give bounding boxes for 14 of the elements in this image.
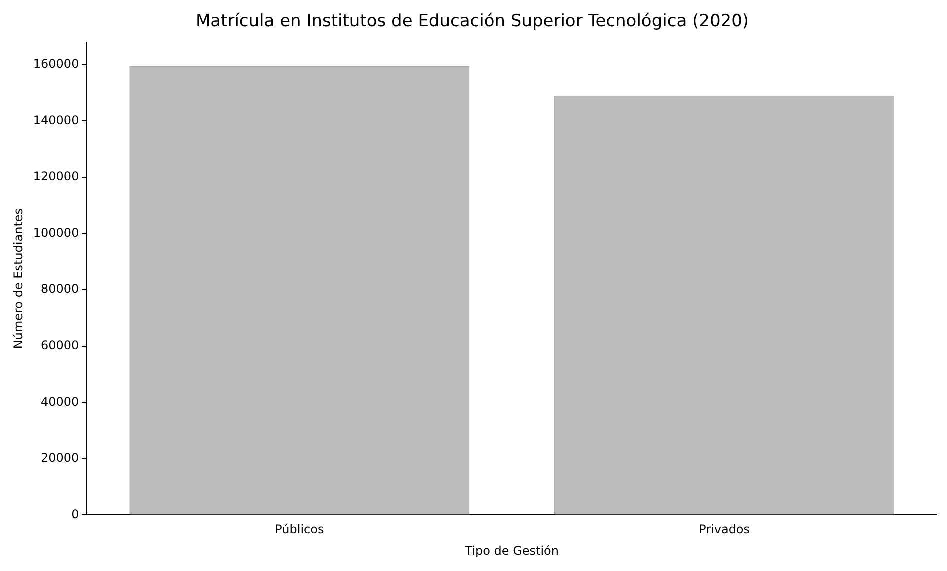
y-tick-label: 20000: [41, 451, 80, 466]
y-tick-label: 140000: [33, 113, 80, 128]
y-axis-title: Número de Estudiantes: [11, 208, 26, 350]
x-axis-title: Tipo de Gestión: [464, 544, 560, 558]
y-tick-label: 100000: [33, 226, 80, 240]
chart-title: Matrícula en Institutos de Educación Superior Tecnológica (2020): [196, 12, 750, 32]
y-tick-label: 60000: [41, 338, 80, 352]
y-tick-label: 80000: [41, 282, 80, 296]
y-tick-label: 0: [72, 507, 80, 522]
x-tick-label: Privados: [699, 522, 750, 537]
y-tick-label: 120000: [33, 170, 80, 184]
y-tick-label: 160000: [33, 57, 80, 72]
x-tick-label: Públicos: [275, 522, 324, 537]
y-tick-label: 40000: [41, 394, 80, 409]
